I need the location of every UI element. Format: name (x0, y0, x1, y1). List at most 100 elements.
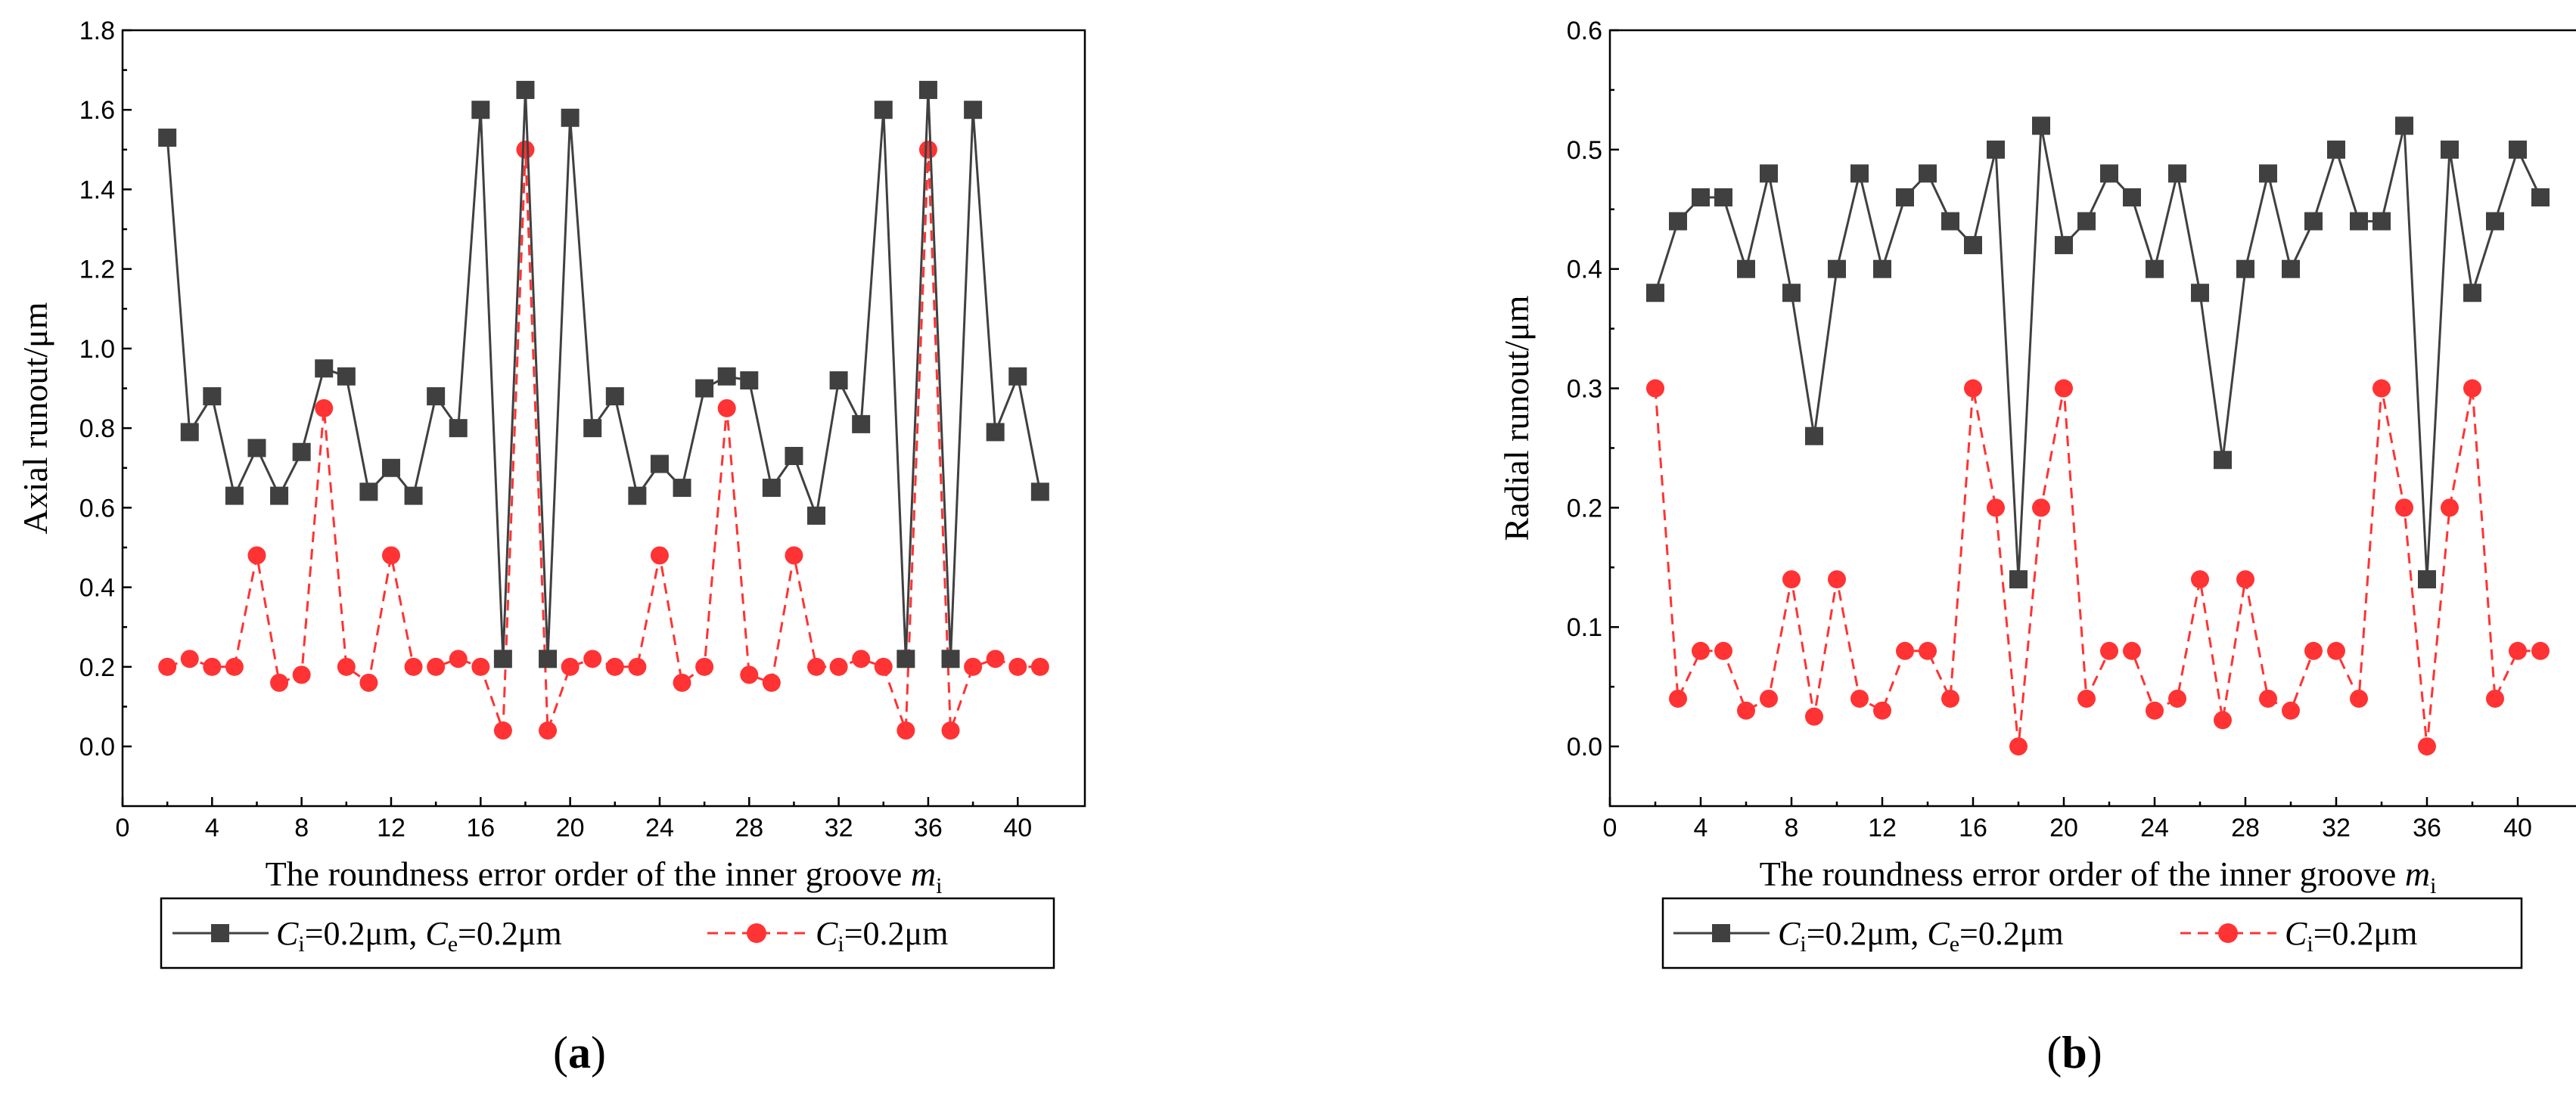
chart-a-series-2-point (449, 650, 468, 668)
chart-b-series-1-point (1782, 284, 1801, 302)
chart-a-legend-label-2: Ci=0.2μm (816, 915, 948, 957)
chart-a-series-2-point (583, 650, 602, 668)
chart-a-xtick-label: 32 (825, 814, 853, 842)
chart-a-series-1-point (1030, 482, 1049, 501)
chart-a-ytick-label: 0.0 (79, 733, 115, 761)
chart-b-series-1-point (1987, 140, 2005, 159)
chart-a-series-2-point (203, 657, 222, 676)
chart-panel-a: 0 4 8 12 16 20 24 28 32 36 40 0.0 0.2 0.4 0.6 0.8 1.0 1.… (16, 17, 1086, 1078)
chart-b-xlabel-text: The roundness error order of the inner g… (1760, 855, 2405, 893)
chart-a-series-2-point (404, 657, 423, 676)
chart-a-series-2-point (247, 546, 266, 565)
chart-a-xlabel-text: The roundness error order of the inner g… (266, 855, 911, 893)
chart-a-series-1-point (359, 482, 378, 501)
chart-a-series-2-point (762, 673, 781, 692)
chart-a-xtick-label: 0 (116, 814, 130, 842)
chart-a-series-1-point (449, 419, 468, 438)
chart-b-series-2-point (1850, 689, 1869, 708)
chart-b-series-1-point (2259, 164, 2277, 183)
chart-b-series-1-point (2304, 212, 2323, 231)
chart-b-series-2-point (2191, 570, 2209, 589)
chart-b-series-1-point (2282, 259, 2300, 278)
chart-a-series-1-point (896, 650, 915, 668)
chart-b-series-2-point (1941, 689, 1959, 708)
chart-a-series-1-point (605, 387, 624, 406)
chart-b-series-1-point (2372, 212, 2391, 231)
chart-a-series-2-point (359, 673, 378, 692)
chart-a-legend-marker-2 (747, 923, 766, 943)
chart-a-series-1-point (404, 486, 423, 505)
chart-b-series-1-point (1805, 426, 1823, 445)
chart-a-series-1-point (203, 387, 222, 406)
chart-b-series-2-point (1964, 379, 1982, 398)
chart-b-series-1-point (2463, 284, 2481, 302)
chart-b-series-1-point (1714, 188, 1732, 206)
chart-a-series-2-point (896, 721, 915, 740)
chart-b-series-2-point (1873, 701, 1891, 720)
chart-b-series-2-point (2486, 689, 2504, 708)
chart-b-series-1-point (1760, 164, 1778, 183)
chart-a-plot-frame (121, 29, 1086, 808)
chart-a-xtick-label: 12 (377, 814, 406, 842)
chart-a-series-2-point (650, 546, 669, 565)
chart-b-series-2-point (1760, 689, 1778, 708)
chart-a-series-2-point (539, 721, 558, 740)
chart-a-series-2-point (717, 399, 736, 417)
chart-a-series-2-point (874, 657, 893, 676)
chart-b-ytick-label: 0.3 (1567, 375, 1602, 404)
chart-b-xlabel: The roundness error order of the inner g… (1760, 855, 2437, 898)
chart-b-xtick-label: 32 (2322, 814, 2351, 842)
chart-a-xtick-label: 8 (294, 814, 309, 842)
chart-a-ytick-label: 0.2 (79, 653, 115, 682)
chart-b-series-2-point (2146, 701, 2164, 720)
chart-a-series-2-point (673, 673, 691, 692)
chart-a-series-2-point (1030, 657, 1049, 676)
chart-b-series-2-point (2100, 641, 2118, 660)
chart-b-xlabel-var: m (2405, 855, 2430, 893)
chart-b-series-1-point (1828, 259, 1846, 278)
chart-b-series-2-point (2009, 737, 2028, 756)
chart-b-ytick-label: 0.6 (1567, 17, 1602, 45)
chart-a-series-2-point (986, 650, 1005, 668)
chart-b-series-1-point (2441, 140, 2459, 159)
chart-b-series-1-point (1964, 236, 1982, 255)
chart-a-ytick-label: 1.8 (79, 17, 115, 45)
chart-panel-b: 0 4 8 12 16 20 24 28 32 36 40 0.0 0.1 0.2 0.3 0.4 0.5 0.… (1288, 0, 2576, 1098)
chart-a-series-1-point (158, 129, 177, 147)
chart-b-series-1-point (2146, 259, 2164, 278)
chart-a-series-2-point (292, 665, 311, 684)
chart-b-series-1-point (2032, 116, 2050, 135)
chart-b-series-2-point (2123, 641, 2141, 660)
chart-a-xtick-label: 28 (735, 814, 763, 842)
chart-b-series-1-point (2055, 236, 2073, 255)
chart-b-xtick-label: 12 (1868, 814, 1897, 842)
chart-a-series-1-point (561, 108, 580, 127)
chart-a-series-1-point (471, 101, 490, 119)
chart-b-series-2-point (2168, 689, 2186, 708)
chart-b-legend-marker-1 (1712, 924, 1730, 942)
chart-b-legend-label-1: Ci=0.2μm, Ce=0.2μm (1778, 915, 2064, 957)
chart-b-series-2-point (2531, 641, 2550, 660)
chart-b-series-2-point (2214, 711, 2232, 730)
chart-b-series-1-point (2168, 164, 2186, 183)
chart-b-ylabel: Radial runout/μm (1497, 295, 1536, 541)
chart-b-series-1-point (1896, 188, 1914, 206)
chart-a-series-1-point (807, 506, 826, 525)
chart-b-series-1-point (2009, 570, 2028, 589)
chart-b-series-1-point (2350, 212, 2368, 231)
chart-b-xtick-label: 0 (1603, 814, 1617, 842)
chart-b-xtick-label: 20 (2049, 814, 2078, 842)
chart-a-series-1-point (941, 650, 960, 668)
chart-a-series-1-point (516, 80, 535, 99)
chart-b-series-2-point (1987, 498, 2005, 517)
chart-b-legend-box (1661, 897, 2523, 969)
chart-b-series-1-point (2123, 188, 2141, 206)
chart-a-legend: Ci=0.2μm, Ce=0.2μm Ci=0.2μm (160, 897, 1055, 969)
chart-a-xtick-label: 4 (205, 814, 219, 842)
chart-b-xtick-label: 40 (2503, 814, 2532, 842)
chart-b-series-2-point (2509, 641, 2527, 660)
chart-b-series-2-point (1714, 641, 1732, 660)
chart-a-series-2-point (315, 399, 334, 417)
chart-a-series-2-point (695, 657, 714, 676)
chart-b-ytick-label: 0.2 (1567, 494, 1602, 523)
